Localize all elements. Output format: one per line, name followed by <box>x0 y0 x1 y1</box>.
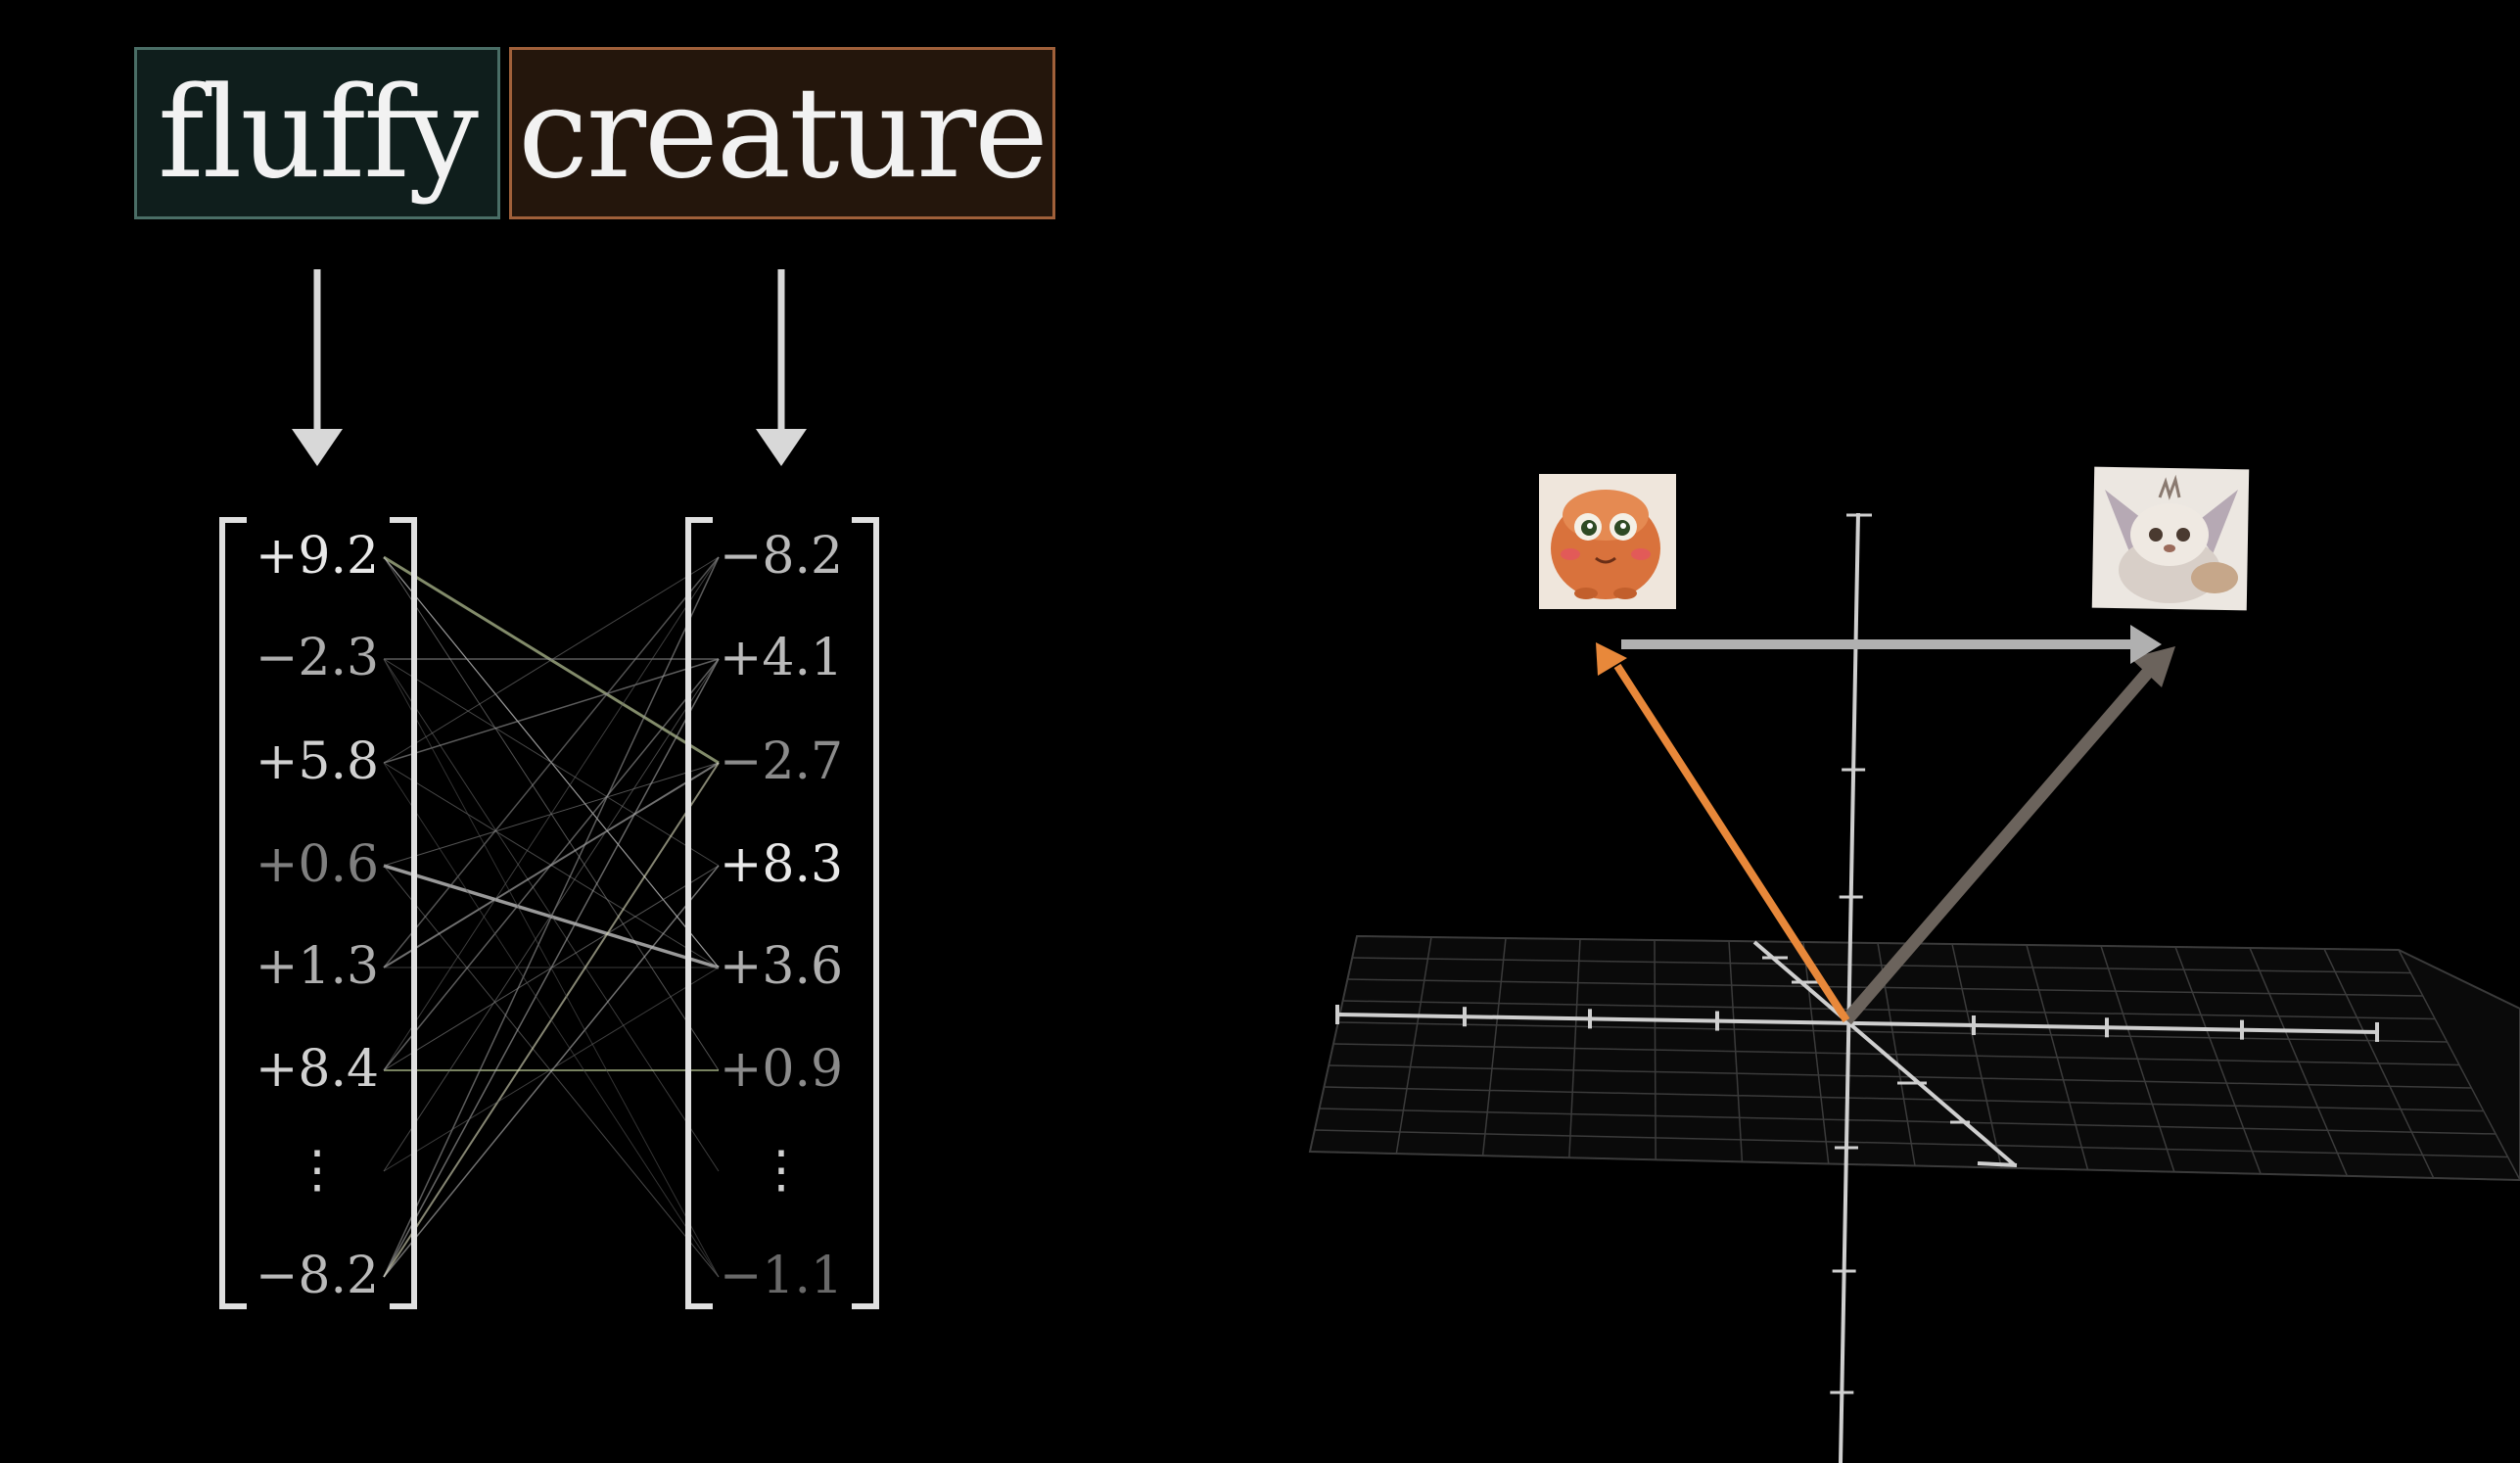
vector-fluffy-brackets <box>219 517 417 1309</box>
connection-line <box>383 762 720 1278</box>
vector-fluffy-entry: +1.3 <box>256 937 379 996</box>
vector-creature-entry: +4.1 <box>720 629 843 687</box>
vector-creature-entry: ⋮ <box>756 1141 807 1200</box>
coordinate-plane-grid <box>1308 934 2520 1182</box>
fluffy-white-creature-image <box>2091 466 2250 611</box>
connection-line <box>383 658 720 1278</box>
vector-creature-entry: −2.7 <box>720 732 843 791</box>
fluffy-creature-vector-arrow <box>1596 642 1850 1023</box>
vector-fluffy-entry: +9.2 <box>256 527 379 586</box>
vector-fluffy-entry: +5.8 <box>256 732 379 791</box>
difference-vector-arrow <box>1621 625 2162 664</box>
vector-creature-entry: +0.9 <box>720 1040 843 1099</box>
vector-fluffy-entry: −2.3 <box>256 629 379 687</box>
connection-line <box>383 556 720 1278</box>
vector-fluffy-entry: ⋮ <box>292 1141 343 1200</box>
connection-line <box>383 658 720 1172</box>
connection-line <box>383 658 720 1071</box>
connection-line <box>383 865 720 1278</box>
connection-line <box>383 556 720 764</box>
orange-round-creature-image <box>1539 474 1676 609</box>
token-creature-label: creature <box>518 60 1049 207</box>
connection-line <box>383 658 720 764</box>
vector-creature-entry: +3.6 <box>720 937 843 996</box>
attention-connections <box>383 555 720 1278</box>
vector-creature-brackets <box>685 517 879 1309</box>
connection-line <box>383 556 720 1071</box>
connection-line <box>383 556 720 968</box>
token-creature: creature <box>509 47 1055 219</box>
token-fluffy: fluffy <box>134 47 500 219</box>
y-axis <box>1830 512 1872 1463</box>
vector-creature-entry: −1.1 <box>720 1247 843 1305</box>
vector-fluffy-entry: −8.2 <box>256 1247 379 1305</box>
vector-creature-entry: −8.2 <box>720 527 843 586</box>
down-arrow-creature <box>756 269 807 466</box>
x-axis <box>1335 1005 2380 1042</box>
token-fluffy-label: fluffy <box>158 60 479 207</box>
vector-creature-entry: +8.3 <box>720 835 843 894</box>
z-axis <box>1752 940 2018 1167</box>
vector-fluffy: +9.2 −2.3 +5.8 +0.6 +1.3 +8.4 ⋮ −8.2 <box>256 527 379 1305</box>
down-arrow-fluffy <box>292 269 343 466</box>
vector-creature: −8.2 +4.1 −2.7 +8.3 +3.6 +0.9 ⋮ −1.1 <box>720 527 843 1305</box>
connection-line <box>383 967 720 1172</box>
vector-fluffy-entry: +8.4 <box>256 1040 379 1099</box>
vector-fluffy-entry: +0.6 <box>256 835 379 894</box>
